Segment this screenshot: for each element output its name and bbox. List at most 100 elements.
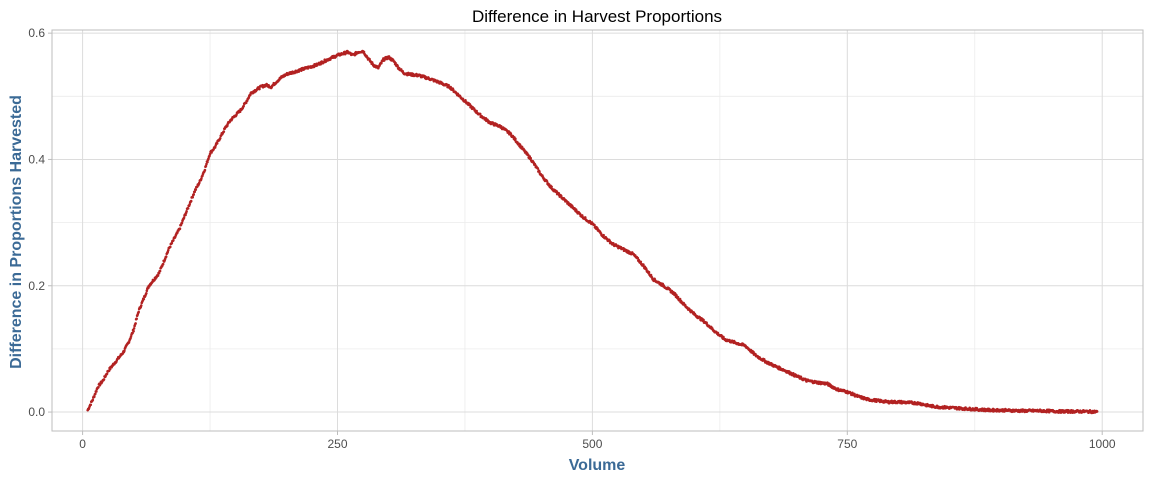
x-tick-label: 750 — [837, 437, 857, 451]
data-point — [545, 180, 549, 183]
data-point — [218, 136, 222, 140]
data-point — [198, 181, 201, 185]
data-point — [170, 241, 174, 245]
data-point — [145, 289, 149, 293]
data-point — [168, 245, 172, 249]
x-tick-label: 0 — [79, 437, 86, 451]
data-point — [164, 255, 168, 258]
y-tick-label: 0.6 — [28, 26, 45, 40]
data-point — [95, 390, 98, 393]
data-point — [208, 152, 212, 156]
data-point — [853, 392, 856, 396]
data-point — [593, 223, 596, 227]
data-point — [193, 190, 197, 194]
chart-title: Difference in Harvest Proportions — [472, 7, 722, 26]
y-tick-label: 0.2 — [28, 279, 45, 293]
data-point — [716, 331, 720, 335]
data-point — [675, 294, 678, 297]
data-point — [176, 231, 179, 234]
y-tick-label: 0.4 — [28, 152, 45, 166]
data-point — [478, 112, 482, 116]
data-point — [475, 109, 478, 113]
data-point — [178, 227, 182, 231]
axis-ticks: 0 250 500 750 1000 0.0 0.2 0.4 0.6 — [28, 26, 1116, 451]
data-point — [206, 160, 209, 164]
data-point — [203, 168, 207, 172]
data-point — [127, 341, 131, 344]
data-point — [194, 188, 198, 191]
data-point — [368, 57, 371, 61]
data-points — [86, 49, 1099, 415]
data-point — [213, 146, 217, 149]
data-point — [215, 142, 219, 145]
data-point — [560, 194, 563, 198]
x-axis-title: Volume — [569, 457, 626, 474]
data-point — [300, 69, 303, 72]
data-point — [94, 392, 97, 396]
data-point — [97, 386, 100, 389]
data-point — [890, 399, 893, 403]
data-point — [207, 157, 210, 160]
data-point — [129, 335, 133, 338]
data-point — [514, 137, 517, 141]
data-point — [192, 193, 196, 196]
data-point — [182, 216, 186, 219]
data-point — [1095, 410, 1099, 413]
data-point — [135, 317, 138, 321]
data-point — [161, 262, 165, 266]
plot-border — [51, 29, 1144, 432]
y-tick-label: 0.0 — [28, 405, 45, 419]
data-point — [184, 213, 187, 217]
x-tick-label: 500 — [582, 437, 602, 451]
data-point — [222, 130, 226, 133]
x-tick-label: 1000 — [1089, 437, 1116, 451]
data-point — [583, 216, 587, 219]
data-point — [258, 87, 261, 91]
data-point — [145, 291, 148, 295]
data-point — [200, 177, 203, 180]
data-point — [851, 391, 854, 395]
data-point — [191, 195, 195, 199]
data-point — [185, 210, 188, 213]
data-point — [639, 260, 643, 264]
data-point — [157, 271, 161, 275]
data-point — [396, 64, 399, 68]
data-point — [142, 297, 146, 301]
data-point — [362, 50, 366, 54]
data-point — [180, 221, 184, 225]
data-point — [538, 170, 541, 173]
data-point — [550, 185, 553, 189]
data-point — [186, 207, 190, 210]
data-point — [134, 322, 137, 325]
data-point — [574, 208, 578, 211]
data-point — [536, 167, 540, 170]
data-point — [226, 124, 229, 128]
data-point — [139, 304, 143, 307]
data-point — [319, 62, 322, 66]
data-point — [380, 61, 383, 65]
data-point — [509, 132, 513, 136]
data-point — [451, 88, 455, 91]
data-point — [89, 403, 93, 407]
data-point — [172, 239, 175, 242]
data-point — [394, 61, 397, 65]
data-point — [156, 274, 160, 277]
data-point — [137, 310, 140, 314]
data-point — [158, 269, 162, 273]
data-point — [166, 248, 170, 252]
data-point — [676, 295, 680, 299]
data-point — [520, 145, 524, 149]
data-point — [238, 110, 242, 114]
data-point — [189, 199, 193, 203]
y-axis-title: Difference in Proportions Harvested — [8, 95, 25, 369]
data-point — [678, 297, 682, 301]
data-point — [647, 270, 651, 274]
data-point — [636, 256, 640, 260]
data-point — [244, 101, 248, 105]
data-point — [132, 327, 136, 330]
data-point — [602, 233, 605, 237]
data-point — [188, 203, 191, 206]
data-point — [91, 398, 95, 402]
data-point — [447, 83, 450, 87]
